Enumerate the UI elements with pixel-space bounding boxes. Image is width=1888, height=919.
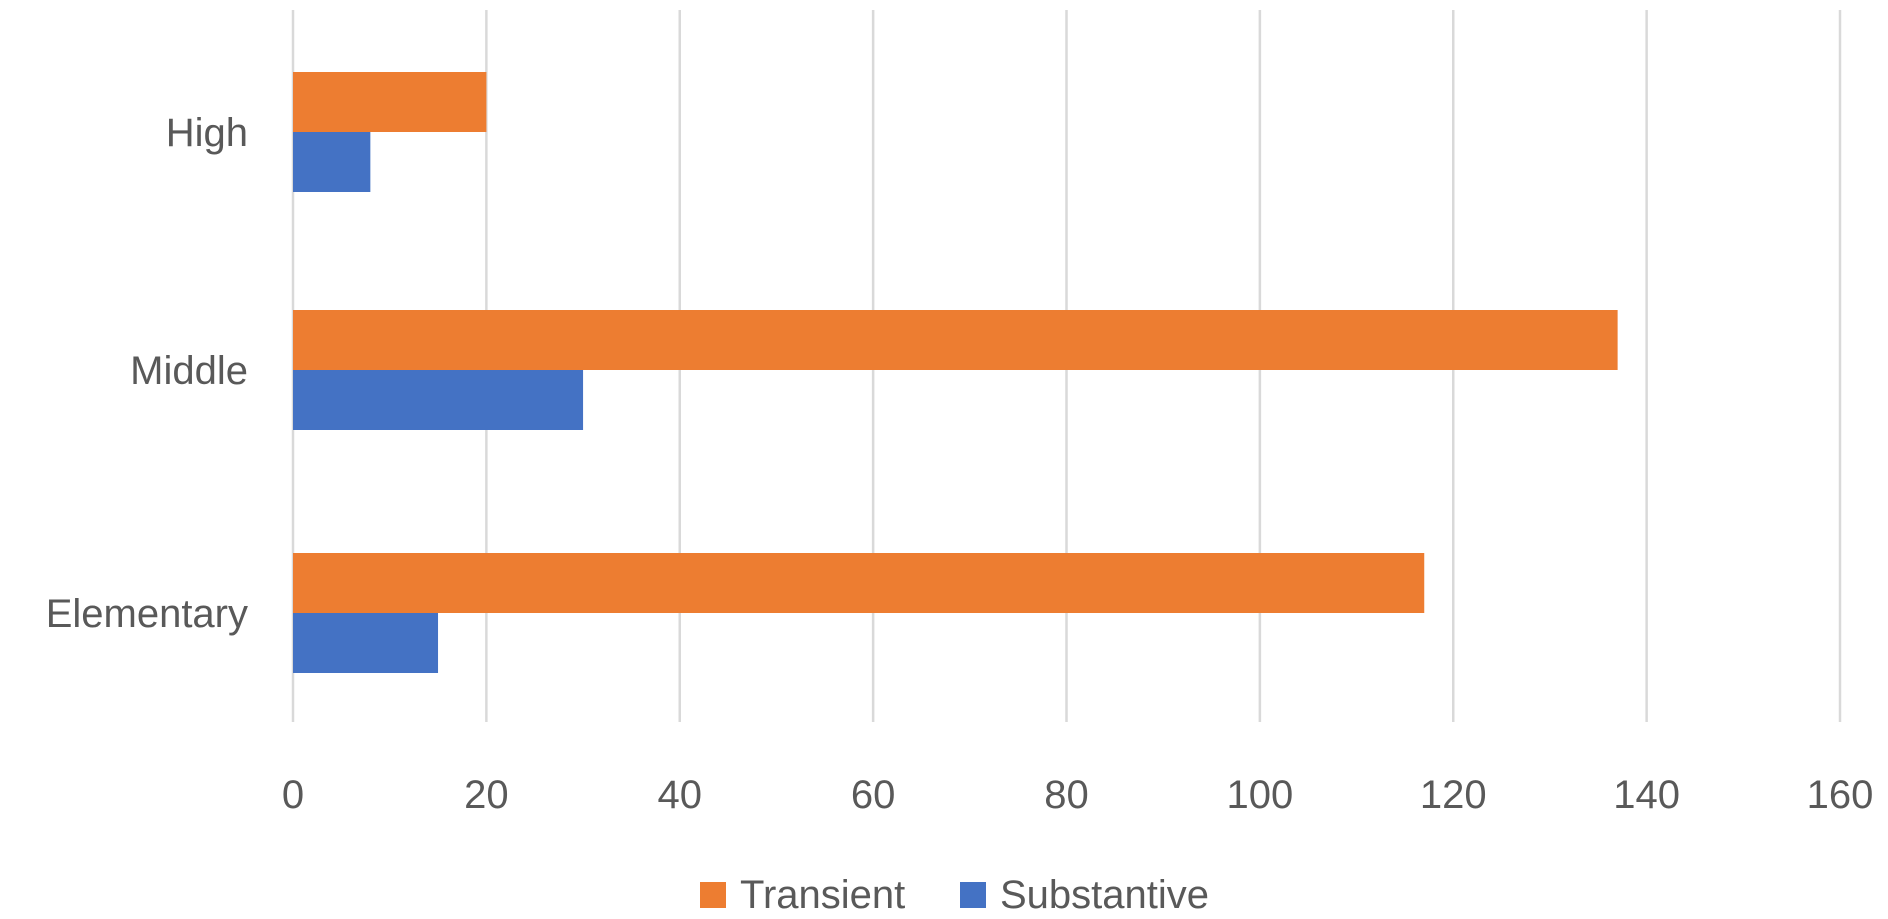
x-tick-label: 20 [464,773,509,817]
category-label: High [166,111,248,155]
x-tick-label: 40 [658,773,703,817]
bars [293,72,1618,673]
legend: Transient Substantive [700,873,1209,917]
legend-swatch-transient [700,882,726,908]
legend-swatch-substantive [960,882,986,908]
bar-transient-elementary [293,553,1425,613]
x-tick-label: 0 [282,773,304,817]
bar-transient-high [293,72,487,132]
category-label: Middle [130,349,248,393]
y-axis-categories: Elementary Middle High [46,111,248,636]
legend-label-substantive: Substantive [1000,873,1209,917]
x-axis-ticks: 0 20 40 60 80 100 120 140 160 [282,773,1874,817]
x-tick-label: 100 [1227,773,1294,817]
legend-label-transient: Transient [740,873,905,917]
bar-substantive-high [293,132,371,192]
bar-substantive-middle [293,370,584,430]
x-tick-label: 80 [1044,773,1089,817]
x-tick-label: 60 [851,773,896,817]
category-label: Elementary [46,592,248,636]
x-tick-label: 120 [1420,773,1487,817]
x-tick-label: 140 [1613,773,1680,817]
x-tick-label: 160 [1807,773,1874,817]
bar-transient-middle [293,310,1618,370]
bar-substantive-elementary [293,613,439,673]
